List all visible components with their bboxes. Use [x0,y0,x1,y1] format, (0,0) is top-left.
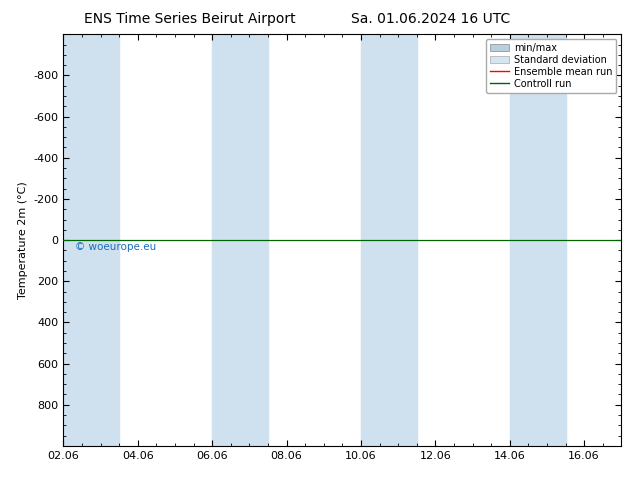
Legend: min/max, Standard deviation, Ensemble mean run, Controll run: min/max, Standard deviation, Ensemble me… [486,39,616,93]
Bar [361,34,417,446]
Bar [212,34,268,446]
Text: ENS Time Series Beirut Airport: ENS Time Series Beirut Airport [84,12,296,26]
Bar [63,34,119,446]
Text: © woeurope.eu: © woeurope.eu [75,242,156,252]
Text: Sa. 01.06.2024 16 UTC: Sa. 01.06.2024 16 UTC [351,12,511,26]
Bar [510,34,566,446]
Y-axis label: Temperature 2m (°C): Temperature 2m (°C) [18,181,28,299]
